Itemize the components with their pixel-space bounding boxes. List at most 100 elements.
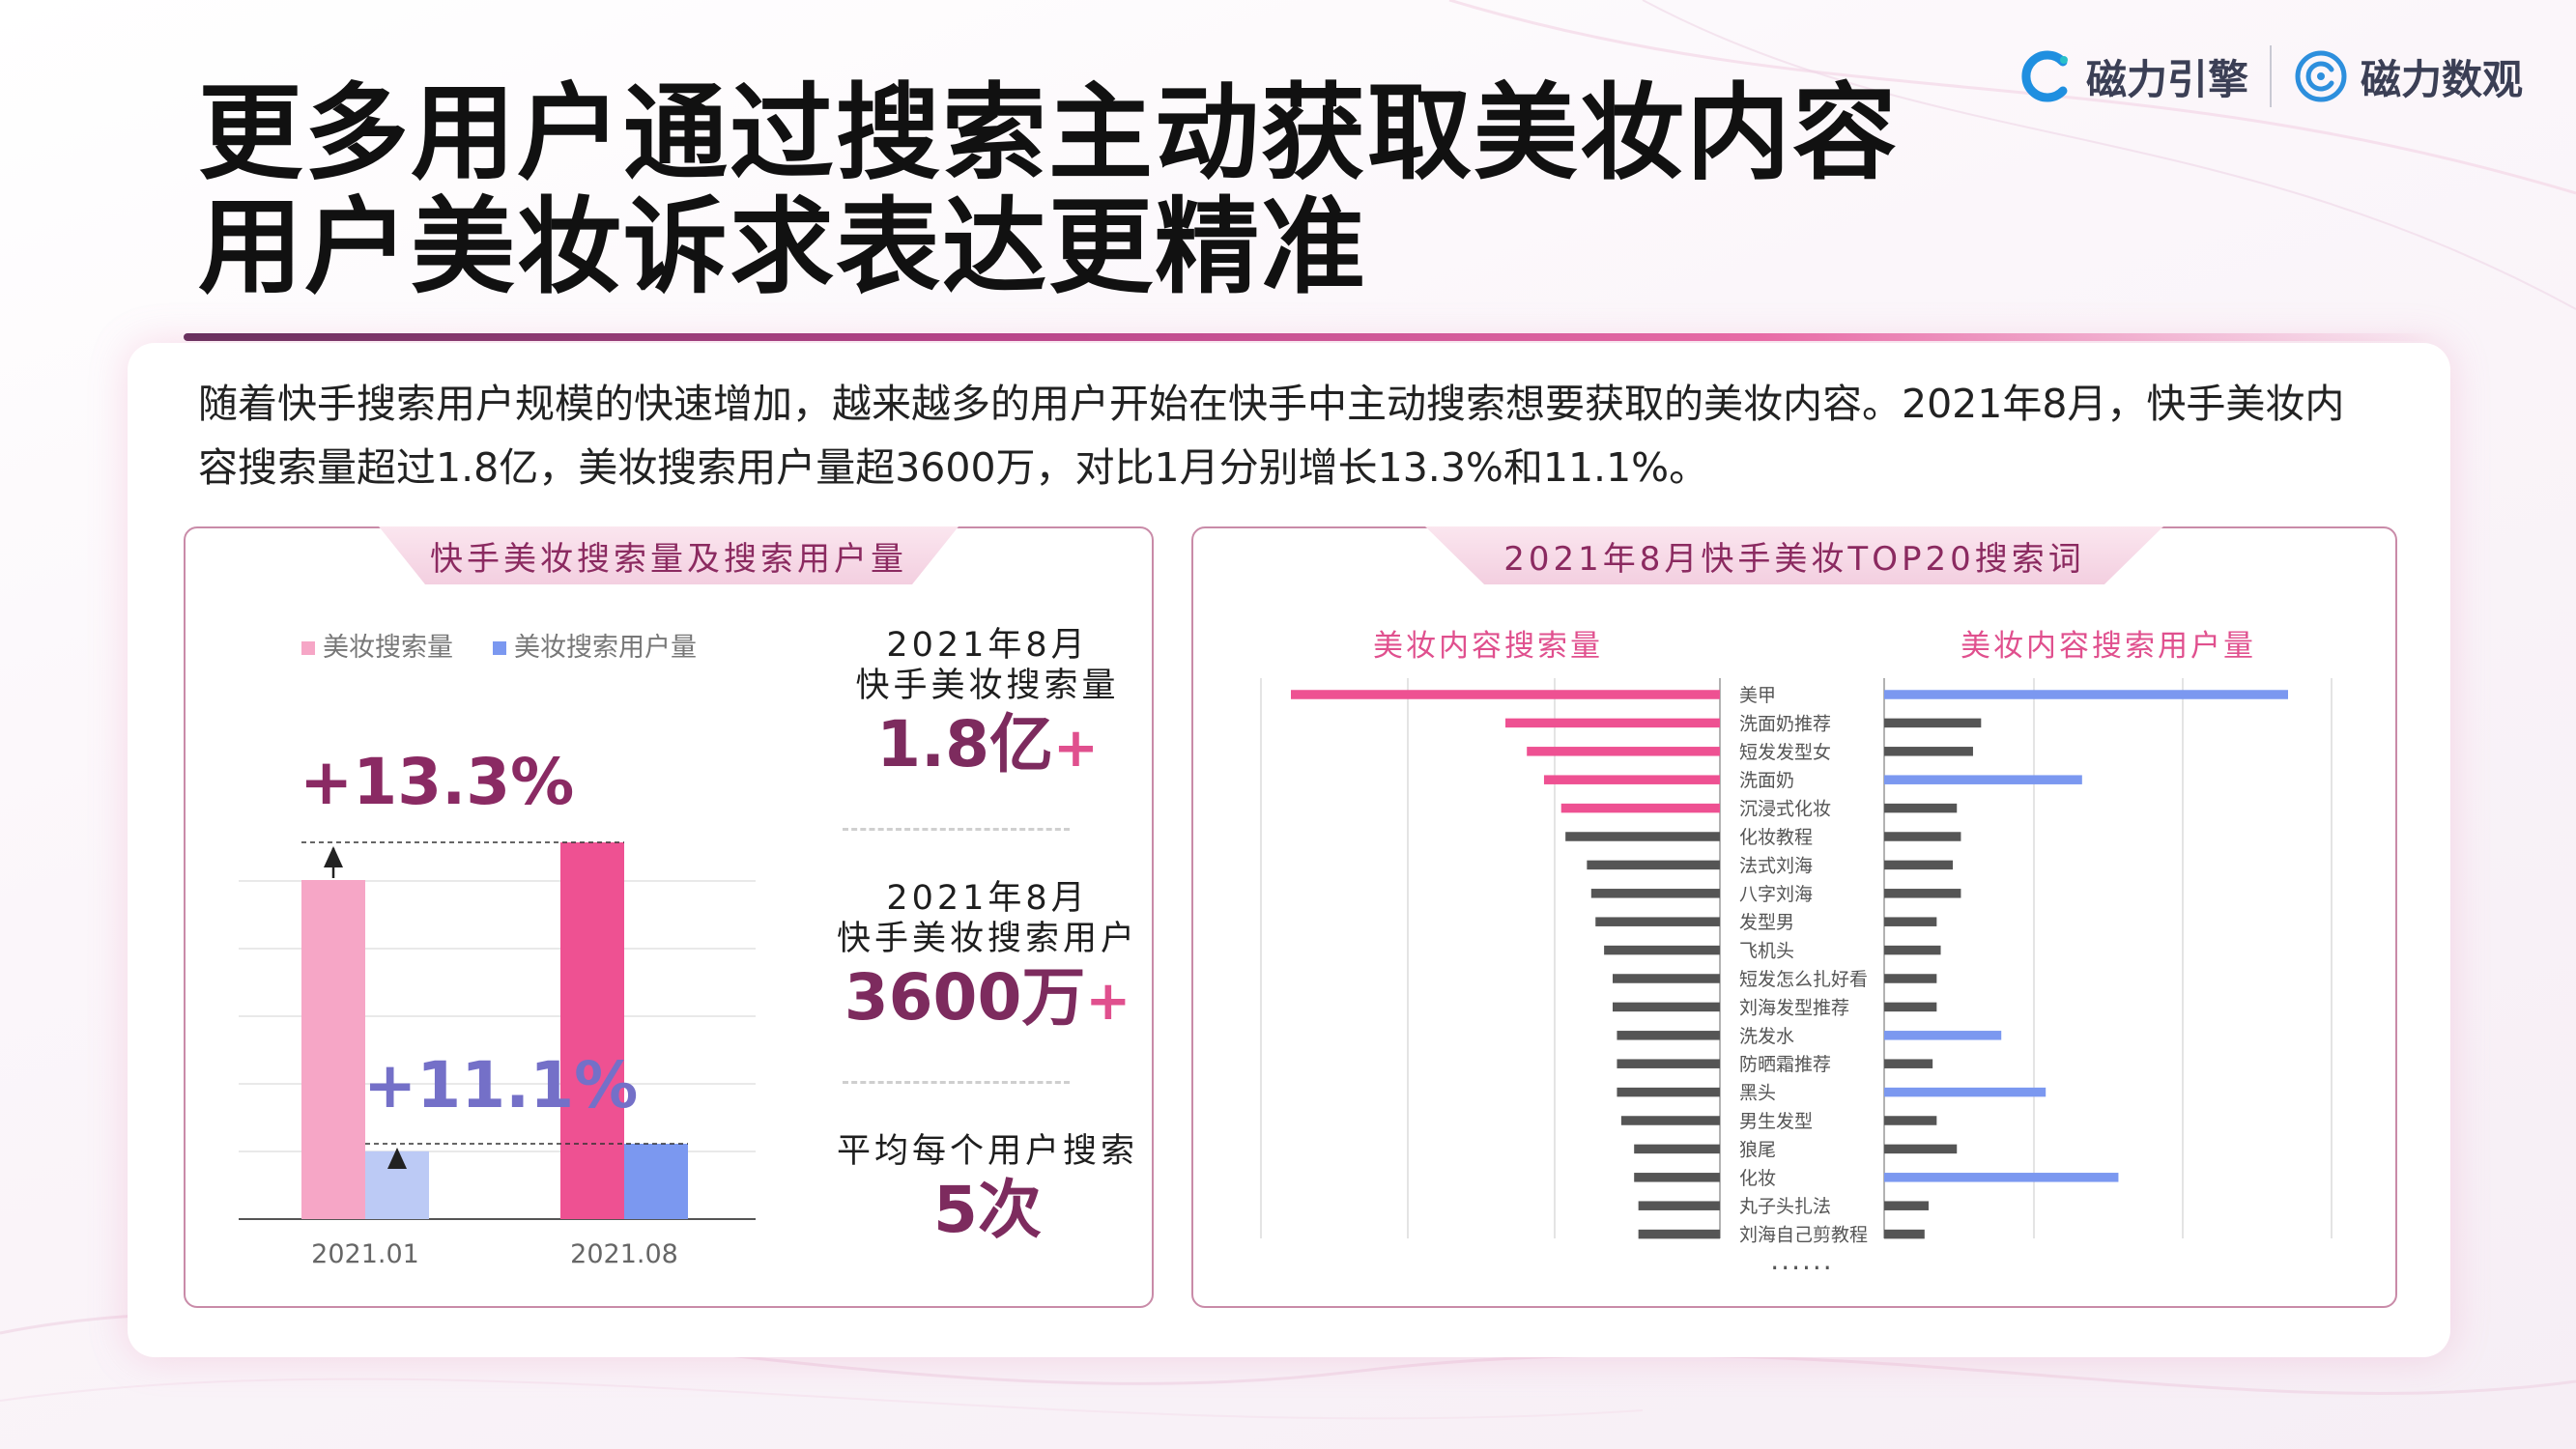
page-title: 更多用户通过搜索主动获取美妆内容 用户美妆诉求表达更精准 <box>198 77 1899 305</box>
logo-cili-yinqing: 磁力引擎 <box>2018 47 2248 106</box>
search-volume-card: 快手美妆搜索量及搜索用户量 美妆搜索量 美妆搜索用户量 2021.01 2021.08… <box>184 526 1154 1308</box>
bar-search-volume <box>1291 690 1720 699</box>
bar-search-users <box>1884 917 1937 926</box>
stat-divider <box>843 828 1070 831</box>
bar-search-volume <box>1595 917 1720 926</box>
bar-search-volume <box>1587 860 1720 870</box>
bar-search-volume <box>1613 1002 1720 1012</box>
stat-value: 1.8亿+ <box>823 706 1152 787</box>
legend-swatch <box>301 641 315 655</box>
keyword-label: 美甲 <box>1739 685 1776 706</box>
intro-paragraph: 随着快手搜索用户规模的快速增加，越来越多的用户开始在快手中主动搜索想要获取的美妆… <box>198 381 2345 491</box>
bar-search-volume-2021.08 <box>560 842 624 1219</box>
series-label-right: 美妆内容搜索用户量 <box>1961 629 2256 664</box>
bar-search-users <box>1884 1144 1958 1154</box>
keyword-label: 化妆 <box>1739 1168 1776 1189</box>
keyword-label: 洗面奶推荐 <box>1739 713 1831 734</box>
bar-search-users <box>1884 690 2288 699</box>
bar-search-volume <box>1613 974 1720 983</box>
bar-search-users <box>1884 747 1973 756</box>
bar-search-users <box>1884 974 1937 983</box>
card-title: 2021年8月快手美妆TOP20搜索词 <box>1425 526 2163 584</box>
stat-label: 2021年8月 <box>886 879 1089 918</box>
title-line-2: 用户美妆诉求表达更精准 <box>198 187 1368 308</box>
stat-avg-searches: 平均每个用户搜索 5次 <box>804 1131 1171 1249</box>
bar-search-volume <box>1617 1087 1720 1097</box>
stat-search-users: 2021年8月 快手美妆搜索用户 3600万+ <box>804 878 1171 1040</box>
bar-search-users <box>1884 1002 1937 1012</box>
bar-search-users <box>1884 803 1958 813</box>
logo-label: 磁力数观 <box>2360 55 2523 103</box>
stat-number: 3600万 <box>844 960 1086 1035</box>
growth-arrowhead <box>324 846 343 867</box>
bar-search-users <box>1884 1229 1925 1239</box>
bar-search-users <box>1884 1201 1929 1210</box>
keyword-label: 发型男 <box>1739 912 1794 933</box>
more-indicator: ······ <box>1770 1252 1833 1284</box>
stat-suffix: + <box>1053 717 1099 780</box>
bar-search-users <box>1884 1116 1937 1125</box>
bar-search-volume <box>1620 1116 1720 1125</box>
legend-label: 美妆搜索量 <box>323 633 453 663</box>
stat-label: 平均每个用户搜索 <box>836 1132 1138 1171</box>
stat-value: 5次 <box>933 1173 1042 1247</box>
bar-search-users <box>1884 775 2082 784</box>
keyword-label: 八字刘海 <box>1739 884 1813 905</box>
bar-search-volume <box>1617 1059 1720 1068</box>
stat-value: 3600万+ <box>804 959 1171 1040</box>
bar-search-volume <box>1634 1173 1720 1182</box>
title-accent-bar <box>184 333 2435 341</box>
keyword-label: 洗发水 <box>1739 1026 1794 1047</box>
bar-search-volume <box>1634 1144 1720 1154</box>
keyword-label: 丸子头扎法 <box>1739 1196 1831 1217</box>
bar-search-users <box>1884 1087 2046 1097</box>
bar-search-volume <box>1638 1229 1720 1239</box>
stat-label: 快手美妆搜索用户 <box>836 920 1138 958</box>
keyword-label: 狼尾 <box>1739 1139 1776 1160</box>
keyword-label: 飞机头 <box>1739 941 1794 962</box>
x-tick-label: 2021.01 <box>311 1239 419 1269</box>
stat-label: 2021年8月 <box>886 626 1089 665</box>
bar-search-volume <box>1565 832 1720 841</box>
bar-search-volume <box>1560 803 1720 813</box>
keyword-label: 化妆教程 <box>1739 827 1813 848</box>
keyword-label: 黑头 <box>1739 1083 1776 1104</box>
bar-search-volume-2021.01 <box>301 880 365 1219</box>
growth-annotation: +13.3% <box>300 745 574 819</box>
bar-search-users <box>1884 945 1941 955</box>
stat-divider <box>843 1081 1070 1084</box>
bar-search-users <box>1884 718 1982 728</box>
search-volume-chart: 美妆搜索量 美妆搜索用户量 2021.01 2021.08 +13.3% +11.1% <box>239 633 756 1269</box>
top20-butterfly-chart: 美妆内容搜索量 美妆内容搜索用户量美甲洗面奶推荐短发发型女洗面奶沉浸式化妆化妆教程… <box>1260 629 2333 1284</box>
legend-label: 美妆搜索用户量 <box>514 633 697 663</box>
x-tick-label: 2021.08 <box>570 1239 678 1269</box>
bar-search-users <box>1884 832 1961 841</box>
bar-search-volume <box>1505 718 1720 728</box>
growth-arrowhead <box>387 1148 407 1169</box>
bar-search-users <box>1884 860 1954 870</box>
bar-search-volume <box>1617 1031 1720 1040</box>
brand-logos: 磁力引擎 磁力数观 <box>2018 41 2523 112</box>
stat-number: 1.8亿 <box>876 707 1053 781</box>
logo-label: 磁力引擎 <box>2085 55 2248 103</box>
legend-swatch <box>493 641 506 655</box>
spiral-logo-icon <box>2295 50 2347 102</box>
title-line-1: 更多用户通过搜索主动获取美妆内容 <box>198 73 1900 194</box>
keyword-label: 刘海自己剪教程 <box>1739 1225 1868 1246</box>
logo-divider <box>2269 45 2272 107</box>
stat-label: 快手美妆搜索量 <box>855 667 1120 705</box>
keyword-label: 刘海发型推荐 <box>1739 997 1849 1018</box>
bar-search-volume <box>1543 775 1720 784</box>
bar-search-volume <box>1590 889 1720 898</box>
bar-search-users-2021.08 <box>624 1144 688 1219</box>
keyword-label: 短发怎么扎好看 <box>1739 969 1868 990</box>
keyword-label: 洗面奶 <box>1739 770 1794 791</box>
series-label-left: 美妆内容搜索量 <box>1373 629 1603 664</box>
keyword-label: 防晒霜推荐 <box>1739 1054 1831 1075</box>
keyword-label: 男生发型 <box>1739 1111 1813 1132</box>
logo-cili-shuguan: 磁力数观 <box>2293 47 2523 106</box>
top20-keywords-card: 2021年8月快手美妆TOP20搜索词 美妆内容搜索量 美妆内容搜索用户量美甲洗面… <box>1191 526 2397 1308</box>
bar-search-volume <box>1527 747 1720 756</box>
c-logo-icon <box>2021 50 2068 102</box>
bar-search-volume <box>1604 945 1720 955</box>
